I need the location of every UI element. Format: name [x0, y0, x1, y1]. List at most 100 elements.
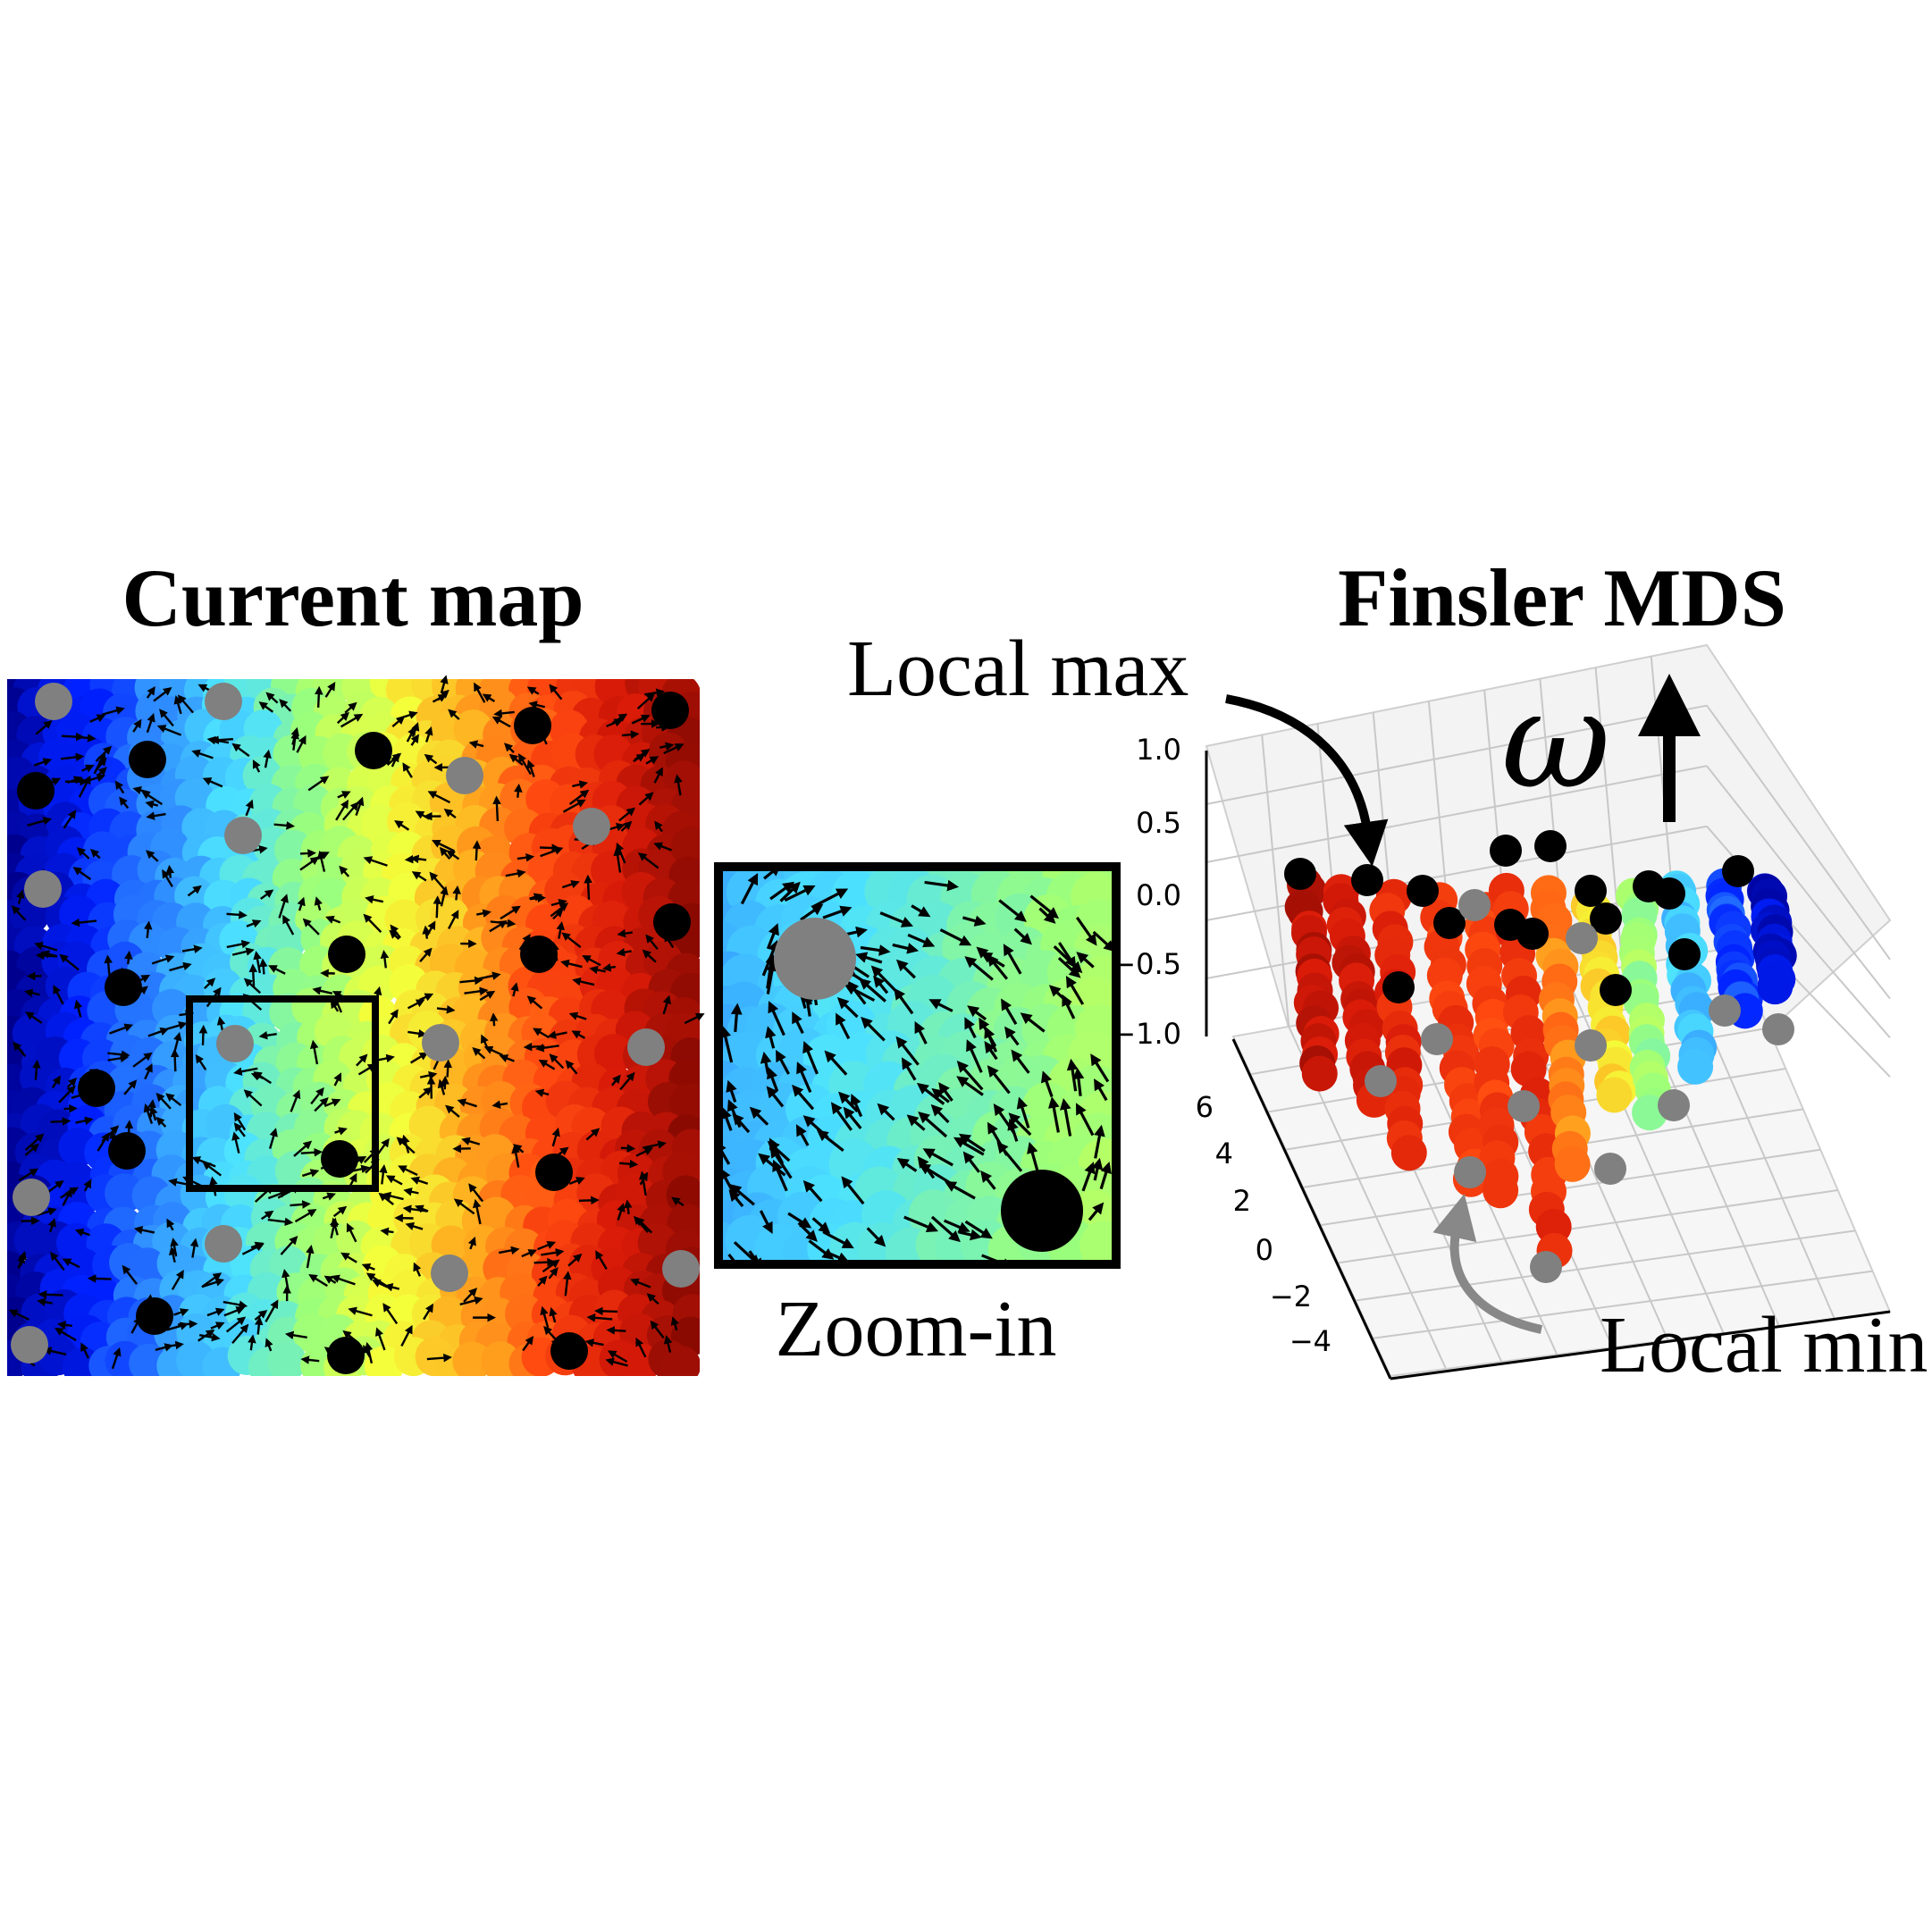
map-arrow — [391, 716, 406, 728]
map-arrow — [630, 1278, 651, 1288]
map-arrow — [210, 1322, 225, 1330]
z-tick: −0.5 — [1112, 947, 1181, 981]
map-arrow — [58, 1085, 76, 1103]
zoom-arrow — [1072, 1067, 1085, 1096]
max-marker — [328, 936, 365, 973]
map-arrow — [433, 895, 442, 919]
zoom-arrow — [906, 1114, 926, 1131]
map-arrow — [146, 811, 166, 820]
zoom-arrow — [944, 1181, 976, 1200]
map-arrow — [472, 840, 482, 861]
surface-min-marker — [1575, 1029, 1607, 1062]
map-arrow — [231, 947, 255, 956]
zoom-arrow — [733, 1241, 761, 1261]
map-arrow — [479, 990, 496, 1002]
zoom-arrow — [1008, 1112, 1032, 1137]
map-arrow — [268, 1128, 278, 1149]
zoom-arrow — [964, 1220, 993, 1239]
zoom-arrow — [797, 1221, 818, 1242]
map-arrow — [349, 1172, 357, 1187]
grid-line — [1355, 1229, 1856, 1302]
zoom-arrow — [784, 885, 816, 902]
map-arrow — [356, 1053, 368, 1067]
map-arrow — [268, 965, 286, 975]
map-arrow — [616, 842, 626, 864]
map-arrow — [123, 1079, 138, 1095]
map-arrow — [231, 1131, 240, 1154]
map-arrow — [210, 735, 233, 744]
map-disc — [408, 1105, 449, 1145]
map-arrow — [60, 752, 85, 762]
map-arrow — [659, 742, 675, 751]
map-arrow — [523, 1042, 545, 1052]
min-marker — [224, 817, 262, 854]
map-arrow — [309, 1039, 319, 1065]
map-arrow — [585, 1128, 601, 1141]
zoom-arrow — [958, 1229, 982, 1241]
z-tick-labels: 1.0 0.5 0.0 −0.5 −1.0 — [1112, 733, 1181, 1051]
map-arrow — [13, 1041, 27, 1058]
zoom-arrow — [859, 978, 886, 1003]
map-arrow — [337, 791, 351, 799]
zoom-arrow — [928, 999, 953, 1012]
map-arrow — [517, 753, 532, 776]
map-arrow — [267, 1189, 289, 1200]
zoom-arrow — [943, 1219, 970, 1233]
map-arrow — [278, 894, 289, 919]
max-marker — [535, 1154, 573, 1191]
map-arrow — [396, 710, 418, 721]
grid-line — [1261, 734, 1290, 1027]
map-arrow — [535, 1043, 559, 1053]
surface-max-marker — [1722, 855, 1754, 887]
map-arrow — [93, 751, 105, 775]
map-arrow — [650, 1320, 665, 1339]
map-arrow — [572, 780, 589, 789]
map-arrow — [348, 1306, 373, 1317]
grid-line — [1320, 1148, 1821, 1227]
zoom-region-box — [186, 995, 379, 1192]
map-arrow — [663, 1335, 673, 1353]
zoom-arrow — [1094, 1078, 1108, 1102]
map-arrow — [47, 1218, 56, 1233]
map-arrow — [639, 1171, 649, 1186]
map-arrow — [162, 868, 173, 888]
map-arrow — [402, 1204, 428, 1213]
y-tick: 4 — [1215, 1137, 1233, 1171]
map-arrow — [498, 1246, 520, 1255]
zoom-arrow — [1041, 1070, 1054, 1097]
map-arrow — [540, 1305, 550, 1329]
map-arrow — [674, 774, 683, 796]
map-arrow — [104, 954, 113, 977]
map-arrow — [340, 713, 364, 728]
zoom-arrow — [802, 1115, 829, 1139]
zoom-arrow — [962, 1151, 980, 1173]
surface-point — [1483, 1172, 1519, 1209]
surface-point — [1677, 1048, 1714, 1085]
map-arrow — [346, 1222, 357, 1243]
finsler-markers — [1284, 830, 1794, 1283]
max-marker — [321, 1140, 358, 1178]
map-disc — [671, 827, 700, 867]
map-arrow — [233, 1112, 247, 1131]
map-arrow — [383, 1283, 400, 1292]
map-arrow — [243, 978, 262, 994]
map-arrow — [552, 908, 564, 920]
zoom-arrow — [792, 1011, 804, 1035]
map-arrow — [423, 1303, 434, 1321]
local-max-label: Local max — [847, 625, 1189, 713]
map-arrow — [166, 1218, 175, 1231]
map-arrow — [642, 1140, 667, 1149]
zoom-arrow — [808, 1239, 835, 1260]
map-arrow — [547, 1030, 567, 1039]
map-arrow — [619, 1159, 639, 1169]
map-arrow — [203, 978, 216, 990]
map-arrow — [443, 809, 457, 819]
y-axis — [1231, 1038, 1392, 1380]
map-arrow — [457, 1098, 477, 1108]
map-arrow — [492, 795, 501, 821]
map-arrow — [122, 1264, 138, 1285]
x-axis — [1390, 1310, 1891, 1380]
min-marker — [627, 1028, 665, 1066]
map-arrow — [464, 986, 489, 996]
map-arrow — [314, 685, 323, 708]
